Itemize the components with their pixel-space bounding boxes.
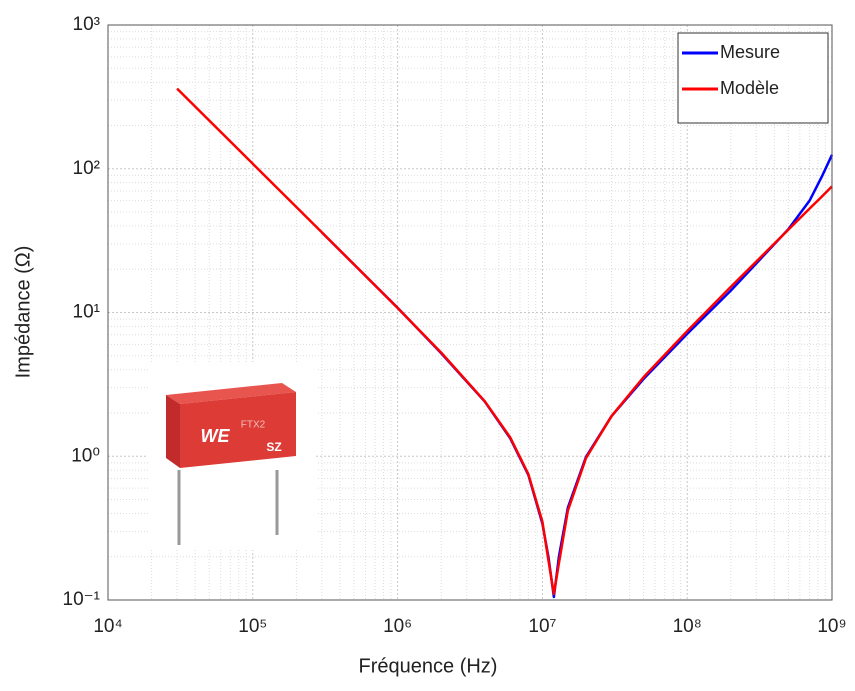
y-tick-label: 10² [73,158,100,179]
legend-label: Mesure [720,42,780,62]
legend-label: Modèle [720,78,779,98]
mark: SZ [266,440,281,454]
capacitor-top [166,383,296,404]
capacitor-front [180,392,296,468]
capacitor-side [166,395,180,468]
y-axis-label: Impédance (Ω) [12,246,34,379]
y-tick-label: 10⁰ [71,445,100,466]
y-tick-label: 10¹ [73,302,100,323]
x-tick-label: 10⁵ [238,616,267,637]
y-tick-label: 10⁻¹ [63,589,101,610]
x-axis-label: Fréquence (Hz) [359,655,498,677]
x-tick-label: 10⁹ [817,616,846,637]
plot-frame [107,24,833,601]
x-tick-label: 10⁷ [528,616,556,637]
legend: Mesure Modèle [677,32,829,124]
x-tick-label: 10⁴ [93,616,122,637]
model: FTX2 [241,420,266,431]
series-line [176,87,833,596]
y-tick-label: 10³ [73,14,100,35]
legend-box [677,32,829,124]
logo: WE [201,426,231,446]
x-tick-label: 10⁶ [383,616,412,637]
x-tick-label: 10⁸ [673,616,702,637]
plot-lines [176,87,834,599]
inset-image: WE FTX2 SZ [148,362,316,550]
